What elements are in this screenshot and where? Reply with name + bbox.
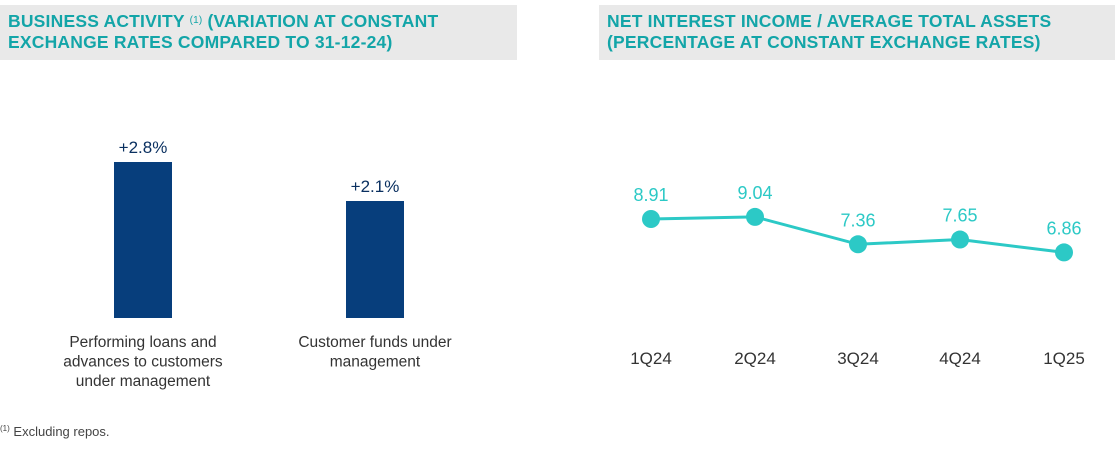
title-text-continued: (VARIATION AT CONSTANT EXCHANGE RATES CO… [8, 11, 439, 52]
bar-category-label-2-line-2: management [330, 354, 421, 371]
line-value-label-2Q24: 9.04 [737, 183, 772, 203]
net-interest-income-title: NET INTEREST INCOME / AVERAGE TOTAL ASSE… [607, 11, 1052, 52]
footnote-text: Excluding repos. [13, 424, 110, 439]
bar-category-label-1-line-3: under management [76, 373, 211, 390]
bar-1 [114, 162, 172, 318]
bar-category-label-1-line-1: Performing loans and [69, 334, 216, 351]
line-point-1Q24 [642, 210, 660, 228]
line-value-label-1Q24: 8.91 [633, 185, 668, 205]
net-interest-income-header: NET INTEREST INCOME / AVERAGE TOTAL ASSE… [599, 5, 1115, 60]
line-point-2Q24 [746, 207, 764, 226]
line-point-3Q24 [849, 235, 867, 254]
business-activity-header: BUSINESS ACTIVITY (1) (VARIATION AT CONS… [0, 5, 517, 60]
line-point-4Q24 [951, 230, 969, 249]
line-point-1Q25 [1055, 243, 1073, 262]
bar-category-label-2-line-1: Customer funds under [298, 334, 451, 351]
bar-value-label-2: +2.1% [351, 177, 400, 196]
bar-2 [346, 201, 404, 318]
x-tick-label-4Q24: 4Q24 [939, 349, 981, 368]
bar-value-label-1: +2.8% [119, 138, 168, 157]
footnote: (1) Excluding repos. [0, 424, 110, 439]
title-footnote-marker: (1) [189, 15, 203, 26]
business-activity-title: BUSINESS ACTIVITY (1) (VARIATION AT CONS… [8, 11, 509, 53]
footnote-marker: (1) [0, 424, 10, 433]
line-value-label-4Q24: 7.65 [942, 206, 977, 226]
x-tick-label-1Q25: 1Q25 [1043, 349, 1085, 368]
title-text: BUSINESS ACTIVITY [8, 11, 185, 31]
line-value-label-1Q25: 6.86 [1046, 218, 1081, 238]
bar-category-label-1-line-2: advances to customers [63, 354, 223, 371]
x-tick-label-3Q24: 3Q24 [837, 349, 879, 368]
x-tick-label-1Q24: 1Q24 [630, 349, 672, 368]
x-tick-label-2Q24: 2Q24 [734, 349, 776, 368]
line-value-label-3Q24: 7.36 [840, 210, 875, 230]
